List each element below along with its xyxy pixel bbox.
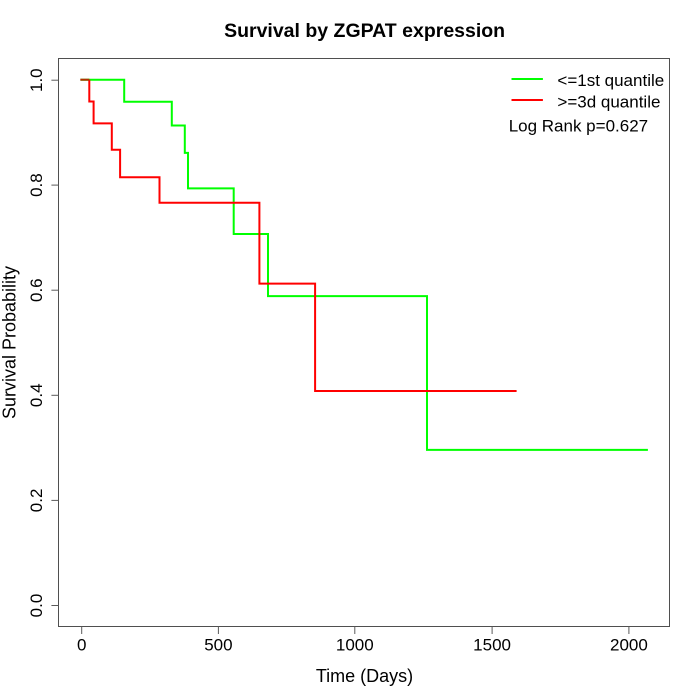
svg-text:Log Rank p=0.627: Log Rank p=0.627 bbox=[509, 117, 648, 136]
svg-text:1000: 1000 bbox=[336, 636, 374, 655]
svg-text:1.0: 1.0 bbox=[27, 68, 46, 92]
svg-text:0.6: 0.6 bbox=[27, 278, 46, 302]
svg-text:0.4: 0.4 bbox=[27, 383, 46, 407]
svg-text:0: 0 bbox=[77, 636, 86, 655]
svg-text:0.8: 0.8 bbox=[27, 173, 46, 197]
svg-text:1500: 1500 bbox=[473, 636, 511, 655]
svg-text:Survival by ZGPAT expression: Survival by ZGPAT expression bbox=[224, 20, 505, 42]
svg-text:<=1st quantile: <=1st quantile bbox=[557, 71, 664, 90]
svg-text:0.2: 0.2 bbox=[27, 489, 46, 513]
svg-text:2000: 2000 bbox=[610, 636, 648, 655]
svg-text:0.0: 0.0 bbox=[27, 594, 46, 618]
svg-text:Survival Probability: Survival Probability bbox=[0, 266, 20, 419]
svg-text:500: 500 bbox=[204, 636, 232, 655]
svg-text:>=3d quantile: >=3d quantile bbox=[557, 92, 660, 111]
svg-text:Time (Days): Time (Days) bbox=[316, 666, 413, 686]
